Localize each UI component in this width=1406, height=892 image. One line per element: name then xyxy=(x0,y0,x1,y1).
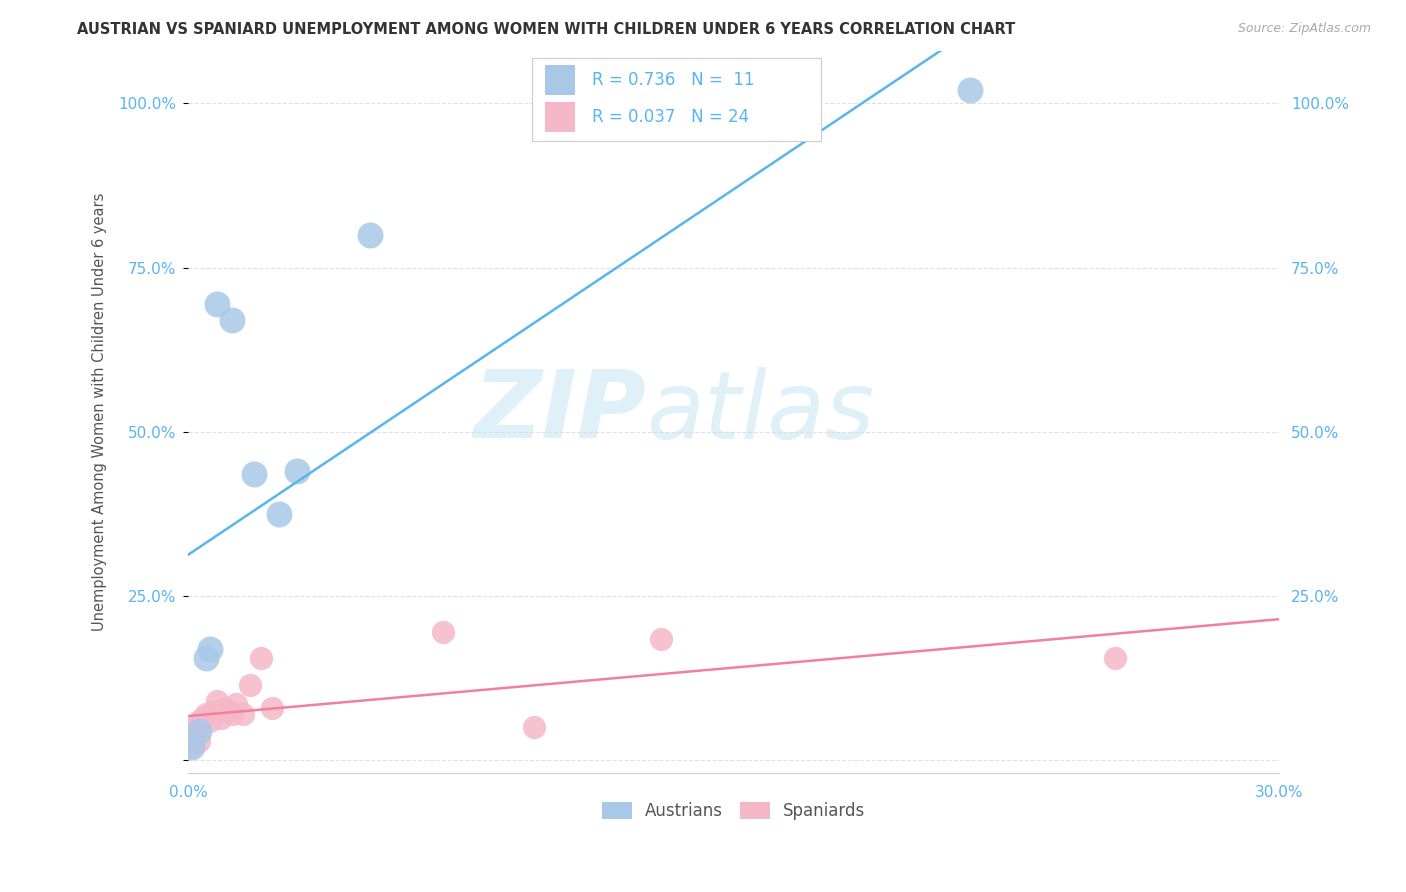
Point xyxy=(184,721,207,735)
FancyBboxPatch shape xyxy=(546,65,575,95)
Point xyxy=(432,625,454,640)
FancyBboxPatch shape xyxy=(546,102,575,132)
Point xyxy=(959,83,981,97)
Point xyxy=(179,740,201,755)
Point xyxy=(209,710,232,724)
Point xyxy=(242,467,264,482)
Point xyxy=(650,632,672,646)
Text: R = 0.736   N =  11: R = 0.736 N = 11 xyxy=(592,71,755,89)
Text: atlas: atlas xyxy=(647,367,875,458)
FancyBboxPatch shape xyxy=(531,58,821,141)
Text: Source: ZipAtlas.com: Source: ZipAtlas.com xyxy=(1237,22,1371,36)
Point xyxy=(217,704,239,718)
Point xyxy=(221,313,243,327)
Point xyxy=(523,721,546,735)
Point xyxy=(198,714,221,728)
Point xyxy=(191,710,214,724)
Legend: Austrians, Spaniards: Austrians, Spaniards xyxy=(595,795,872,827)
Text: AUSTRIAN VS SPANIARD UNEMPLOYMENT AMONG WOMEN WITH CHILDREN UNDER 6 YEARS CORREL: AUSTRIAN VS SPANIARD UNEMPLOYMENT AMONG … xyxy=(77,22,1015,37)
Point xyxy=(225,698,247,712)
Point xyxy=(239,678,262,692)
Point xyxy=(214,700,236,714)
Point xyxy=(188,723,211,738)
Point xyxy=(221,707,243,722)
Point xyxy=(188,733,211,747)
Point xyxy=(188,714,211,728)
Point xyxy=(180,733,202,747)
Point xyxy=(202,704,225,718)
Point xyxy=(207,296,229,310)
Y-axis label: Unemployment Among Women with Children Under 6 years: Unemployment Among Women with Children U… xyxy=(93,193,107,632)
Point xyxy=(260,700,283,714)
Point xyxy=(195,707,218,722)
Point xyxy=(250,651,273,665)
Point xyxy=(359,227,381,242)
Point xyxy=(232,707,254,722)
Text: R = 0.037   N = 24: R = 0.037 N = 24 xyxy=(592,108,749,126)
Point xyxy=(183,727,205,741)
Point xyxy=(180,740,202,755)
Text: ZIP: ZIP xyxy=(474,366,647,458)
Point xyxy=(1104,651,1126,665)
Point xyxy=(207,694,229,708)
Point xyxy=(285,464,308,478)
Point xyxy=(269,507,291,521)
Point xyxy=(198,641,221,656)
Point xyxy=(195,651,218,665)
